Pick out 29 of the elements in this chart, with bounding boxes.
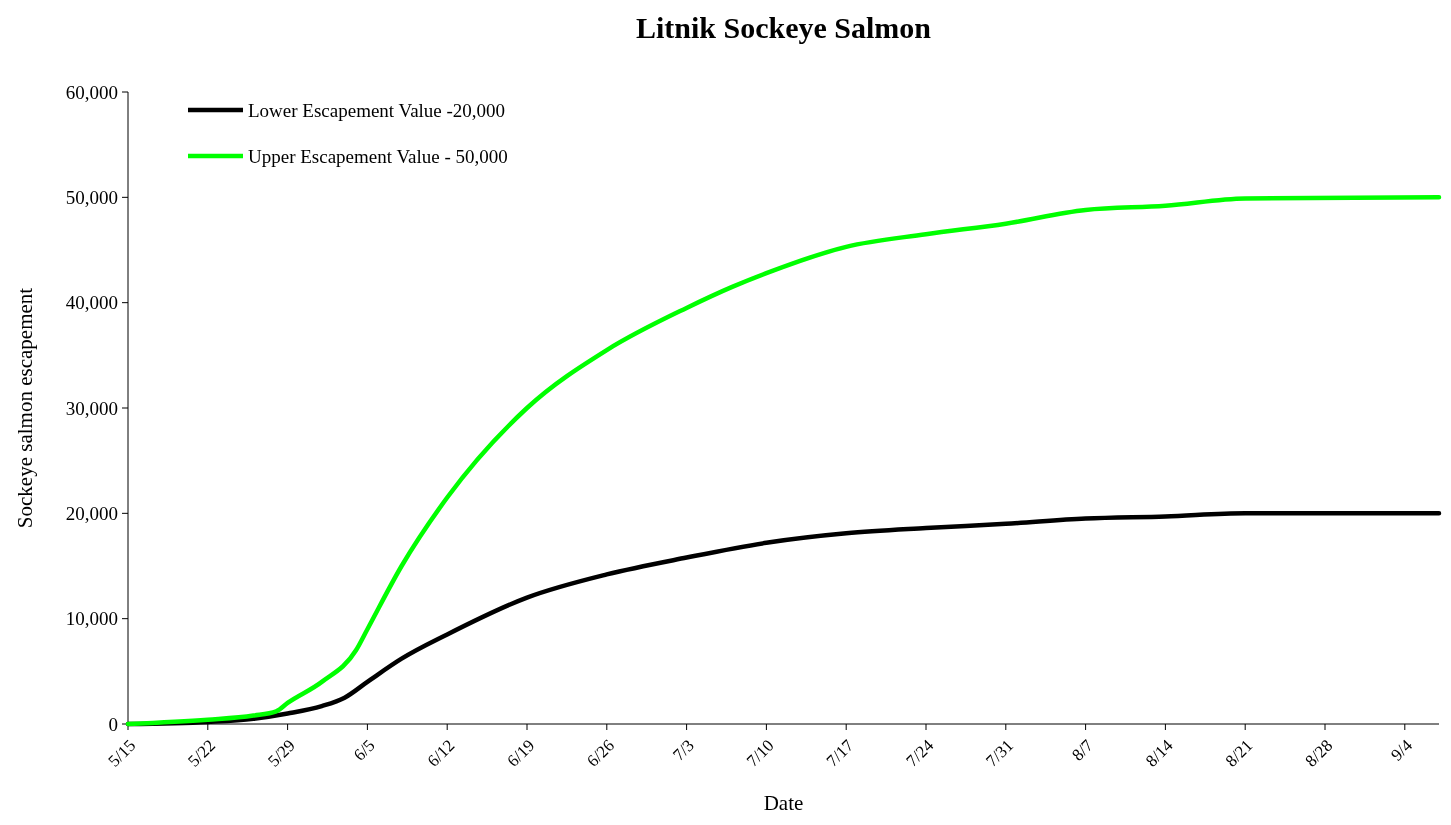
legend-label: Lower Escapement Value -20,000: [248, 99, 506, 121]
y-tick-label: 50,000: [65, 186, 118, 208]
x-tick-label: 7/3: [669, 735, 698, 765]
x-tick-label: 6/26: [583, 735, 619, 771]
x-tick-label: 9/4: [1387, 735, 1417, 765]
x-tick-label: 7/24: [902, 735, 938, 771]
x-tick-label: 6/12: [423, 735, 459, 771]
x-tick-label: 5/29: [264, 735, 299, 771]
y-tick-label: 20,000: [65, 502, 118, 524]
x-tick-label: 7/10: [742, 735, 778, 771]
legend-label: Upper Escapement Value - 50,000: [248, 145, 508, 167]
x-tick-label: 5/22: [184, 735, 220, 771]
x-tick-label: 8/14: [1141, 735, 1177, 771]
y-axis-title: Sockeye salmon escapement: [13, 287, 37, 529]
y-tick-label: 10,000: [65, 608, 118, 630]
y-tick-label: 30,000: [65, 397, 118, 419]
x-axis-title: Date: [763, 791, 804, 815]
x-tick-label: 8/21: [1221, 735, 1257, 771]
x-tick-label: 7/17: [822, 735, 858, 771]
x-tick-label: 8/7: [1068, 735, 1098, 765]
x-tick-label: 7/31: [982, 735, 1018, 771]
x-tick-label: 5/15: [104, 735, 140, 771]
y-tick-label: 60,000: [65, 81, 118, 103]
x-tick-label: 8/28: [1301, 735, 1337, 771]
y-tick-label: 0: [108, 713, 118, 735]
x-tick-label: 6/5: [349, 735, 379, 765]
x-tick-label: 6/19: [503, 735, 539, 771]
y-tick-label: 40,000: [65, 292, 118, 314]
chart-title: Litnik Sockeye Salmon: [635, 11, 932, 44]
